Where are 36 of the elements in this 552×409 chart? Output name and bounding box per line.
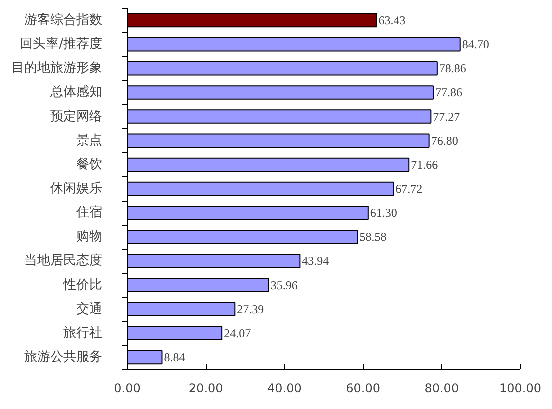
x-tick-label: 20.00 (188, 382, 224, 396)
data-label: 27.39 (237, 302, 264, 316)
x-tick-label: 40.00 (268, 382, 302, 396)
y-tick-label: 休闲娱乐 (50, 182, 102, 196)
data-label: 67.72 (396, 182, 423, 196)
data-label: 71.66 (411, 158, 438, 172)
x-tick-label: 60.00 (346, 382, 380, 396)
y-tick-label: 旅行社 (64, 326, 102, 341)
data-label: 43.94 (302, 254, 330, 268)
data-label: 58.58 (360, 230, 387, 244)
data-label: 8.84 (164, 350, 186, 364)
y-tick-label: 交通 (76, 300, 102, 317)
x-tick-label: 0.00 (114, 382, 141, 396)
y-tick-label: 购物 (76, 230, 102, 245)
data-label: 78.86 (439, 62, 466, 76)
y-tick-label: 目的地旅游形象 (12, 61, 102, 76)
data-label: 24.07 (224, 326, 252, 340)
data-label: 77.86 (435, 86, 462, 100)
y-tick-label: 景点 (76, 133, 102, 148)
x-tick-label: 100.00 (500, 382, 542, 396)
y-tick-label: 游客综合指数 (24, 12, 102, 28)
x-tick-label: 80.00 (424, 382, 460, 396)
y-tick-label: 当地居民态度 (24, 252, 102, 269)
y-tick-label: 住宿 (76, 204, 102, 221)
data-label: 35.96 (270, 278, 298, 292)
data-label: 76.80 (431, 134, 458, 148)
y-tick-label: 餐饮 (76, 157, 102, 172)
y-tick-label: 预定网络 (50, 109, 102, 124)
y-tick-label: 性价比 (62, 278, 102, 293)
y-tick-label: 回头率/推荐度 (20, 36, 103, 52)
data-label: 84.70 (462, 38, 490, 52)
y-tick-label: 总体感知 (50, 85, 102, 100)
data-label: 61.30 (370, 206, 398, 220)
data-label: 63.43 (378, 14, 406, 28)
y-tick-label: 旅游公共服务 (24, 350, 102, 365)
data-label: 77.27 (433, 110, 460, 124)
